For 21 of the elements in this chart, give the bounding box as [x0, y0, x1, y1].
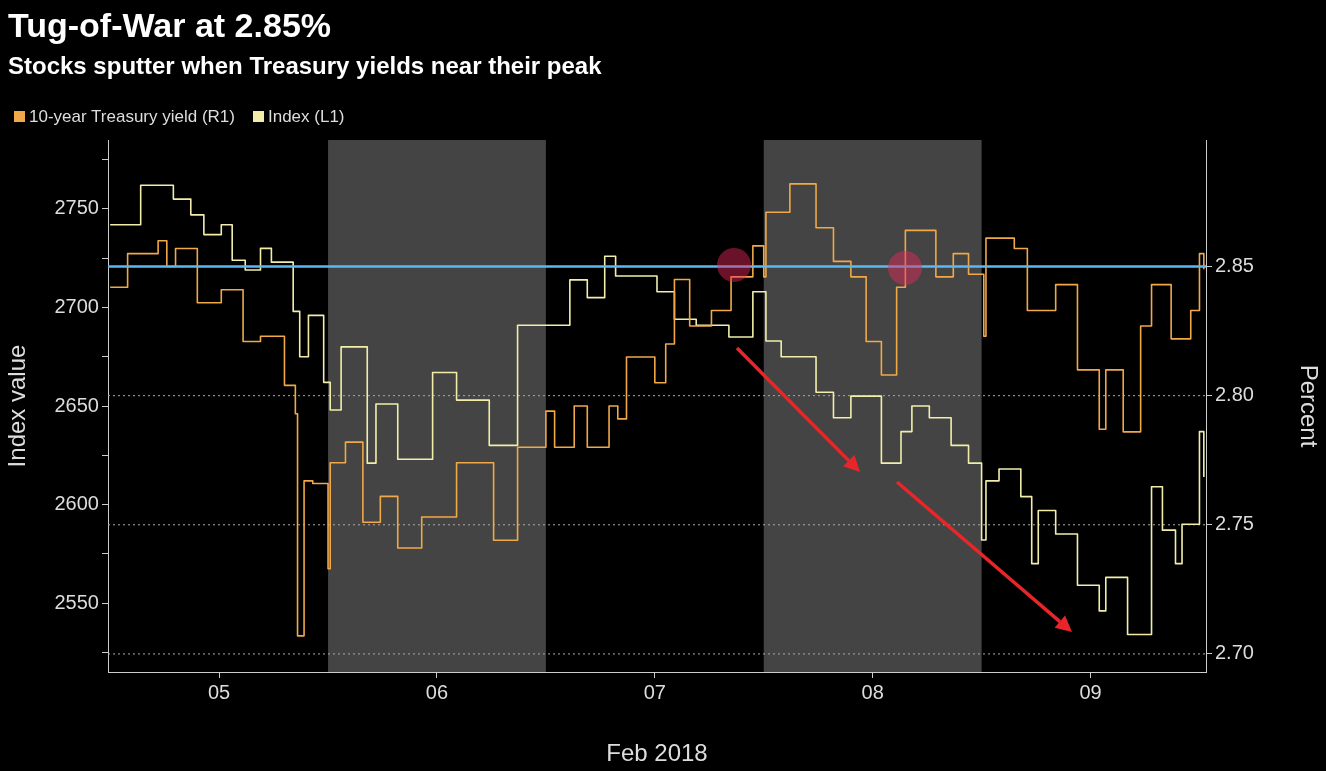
y2-tick-label: 2.75	[1215, 512, 1254, 535]
legend-label: 10-year Treasury yield (R1)	[29, 107, 235, 126]
y2-tick-label: 2.70	[1215, 641, 1254, 664]
x-tick-label: 06	[425, 680, 449, 703]
y-tick-label: 2700	[54, 295, 99, 317]
chart-title: Tug-of-War at 2.85%	[8, 6, 332, 45]
x-axis-title: Feb 2018	[606, 739, 708, 767]
y-tick-label: 2650	[54, 393, 99, 416]
y-axis-title: Index value	[3, 344, 31, 468]
chart-subtitle: Stocks sputter when Treasury yields near their peak	[8, 52, 602, 80]
x-tick-label: 09	[1079, 680, 1102, 703]
y-tick-label: 2750	[54, 196, 99, 219]
legend-label: Index (L1)	[267, 107, 345, 126]
y2-axis-title: Percent	[1295, 364, 1323, 448]
y2-tick-label: 2.80	[1215, 383, 1254, 406]
y2-tick-label: 2.85	[1215, 254, 1254, 277]
y-tick-label: 2600	[54, 492, 99, 515]
x-tick-label: 07	[643, 680, 666, 703]
x-tick-label: 08	[861, 680, 884, 703]
x-tick-label: 05	[207, 680, 231, 703]
y-tick-label: 2550	[54, 590, 99, 613]
